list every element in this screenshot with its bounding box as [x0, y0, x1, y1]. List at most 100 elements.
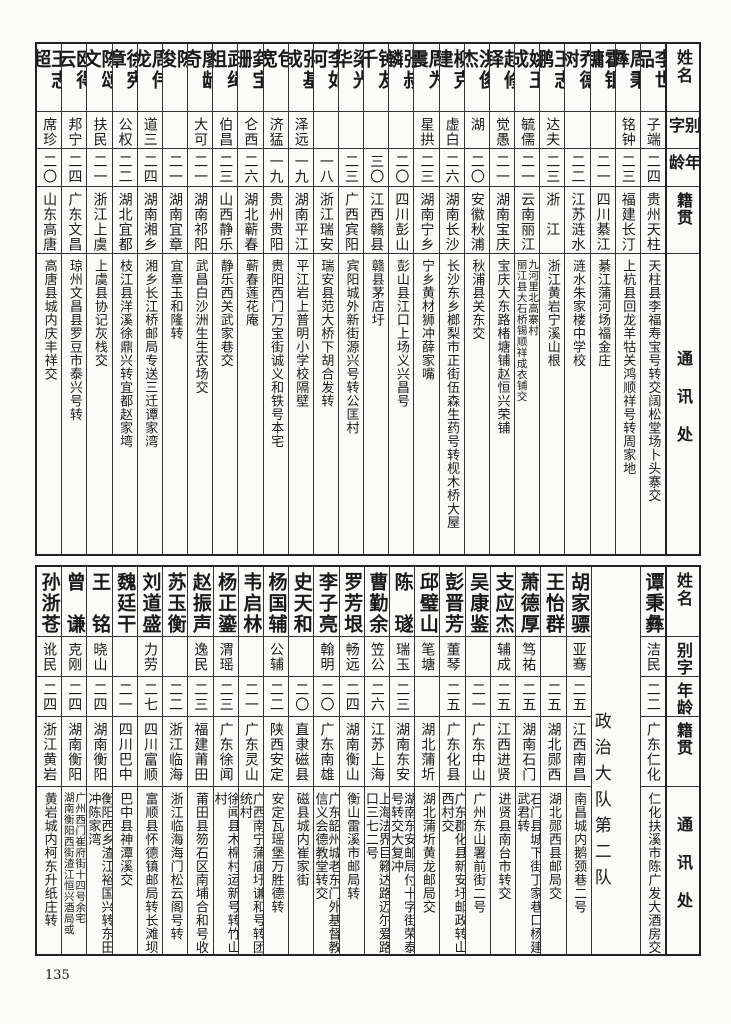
age-text: 二〇 — [393, 154, 410, 184]
cell-alias: 洁民 — [640, 637, 665, 677]
addr-text: 南昌城内鹅颈巷二号 — [571, 792, 587, 914]
name-text: 姓名 — [674, 49, 693, 85]
person-column: 龚宝珊 仑西 二六 湖北蕲春 蕲春莲花庵 — [237, 44, 263, 554]
name-text: 杨正鎏 — [215, 572, 238, 635]
addr-text: 静乐西关武家巷交 — [217, 259, 233, 367]
addr-text: 广东郡化县新安圩邮政转山西村交 — [440, 792, 465, 954]
cell-native: 籍贯 — [667, 717, 699, 787]
cell-native: 湖南祁阳 — [188, 187, 213, 254]
cell-native: 湖北郧西 — [541, 717, 566, 787]
age-text: 二六 — [242, 154, 259, 184]
cell-addr: 湖南衡阳西街渣江恒兴酒局或 广州西门崔府街十四号余宅 — [62, 787, 87, 954]
cell-age: 二三 — [213, 677, 238, 717]
native-text: 福建长汀 — [619, 192, 636, 252]
alias-text: 湖 — [468, 117, 485, 132]
cell-addr: 瑞安县范大桥下胡合发转 — [314, 254, 338, 554]
cell-alias: 星拱 — [414, 112, 439, 149]
cell-alias: 别字 — [667, 112, 699, 149]
native-text: 四川彭山 — [393, 192, 410, 252]
name-text: 周为震 — [414, 49, 439, 91]
cell-age: 三〇 — [364, 149, 389, 187]
cell-name: 周为震 — [414, 44, 439, 112]
alias-text: 别字 — [674, 642, 693, 676]
cell-name: 姓名 — [667, 567, 699, 637]
person-column: 李世品 子端 二四 贵州天柱 天柱县李福寿宝号转交阔松堂场卜头寨交 — [639, 44, 665, 554]
cell-name: 胡家骠 — [566, 567, 591, 637]
cell-addr: 枝江县洋溪徐鼎兴转宜都赵家塆 — [113, 254, 137, 554]
alias-text: 畅远 — [343, 642, 360, 672]
cell-alias: 毓儒 — [515, 112, 540, 149]
native-text: 籍贯 — [674, 192, 693, 226]
cell-age: 二一 — [87, 149, 112, 187]
addr-text: 进贤县南台市转交 — [495, 792, 511, 900]
cell-age: 二〇 — [464, 149, 489, 187]
name-text: 刘道盛 — [139, 572, 162, 635]
cell-age: 二六 — [439, 149, 464, 187]
cell-alias: 瑞玉 — [390, 637, 415, 677]
cell-age: 二三 — [390, 677, 415, 717]
bottom-roster-table: 姓名 别字 年龄 籍贯 通讯处 谭秉彝 洁民 二二 广东仁化 仁化扶溪市陈广发大酒房交 政治大队第二… — [35, 565, 701, 956]
cell-native: 福建长汀 — [615, 187, 640, 254]
cell-name: 霍锟镛 — [590, 44, 615, 112]
cell-alias: 邦宁 — [62, 112, 87, 149]
person-column: 杨正鎏 渭瑶 二三 广东徐闻 徐闻县木棉村运新号转竹山村 — [212, 567, 238, 954]
person-column: 姚玉成 毓儒 二一 云南丽江 丽江县大石桥锡顺祥成衣铺交 九河里北高寨村 — [514, 44, 540, 554]
person-column: 王志超 席珍 二〇 山东高唐 高唐县城内庆丰祥交 — [37, 44, 62, 554]
name-text: 张叔麟 — [389, 49, 414, 91]
cell-age: 二一 — [188, 149, 213, 187]
age-text: 二五 — [545, 682, 562, 712]
native-text: 籍贯 — [674, 722, 693, 756]
alias-text: 笃祐 — [520, 642, 537, 672]
cell-native: 湖南衡山 — [339, 717, 364, 787]
cell-native: 湖北蒲圻 — [415, 717, 440, 787]
name-text: 周秉彝 — [615, 49, 640, 91]
cell-addr: 湖北郧西县邮局交 — [541, 787, 565, 954]
cell-native: 广东仁化 — [640, 717, 665, 787]
age-text: 二六 — [443, 154, 460, 184]
name-text: 姚玉成 — [515, 49, 540, 91]
name-text: 陈 璲 — [391, 572, 414, 635]
cell-alias: 扶民 — [87, 112, 112, 149]
native-text: 广东文昌 — [66, 192, 83, 252]
cell-native: 江苏上海 — [364, 717, 390, 787]
cell-addr: 贵阳西门万宝街诚义和铁号本宅 — [264, 254, 288, 554]
cell-name: 刘道盛 — [137, 567, 163, 637]
person-column: 支应杰 辅成 二五 江西进贤 进贤县南台市转交 — [489, 567, 516, 954]
addr-text: 湖北郧西县邮局交 — [545, 792, 561, 900]
address-line: 丽江县大石桥锡顺祥成衣铺交 — [515, 259, 528, 402]
alias-text: 济猛 — [267, 117, 284, 147]
name-text: 洪俊杰 — [464, 49, 489, 91]
cell-name: 苏玉衡 — [163, 567, 188, 637]
cell-name: 王志鹏 — [540, 44, 565, 112]
cell-age: 二三 — [338, 149, 364, 187]
age-text: 二一 — [166, 154, 183, 184]
addr-text: 莆田县笏石区南埔合和号收 — [192, 792, 208, 954]
cell-native: 湖南宁乡 — [414, 187, 439, 254]
person-column: 史天和 二〇 直隶磁县 磁县城内崔家街 — [288, 567, 314, 954]
name-text: 姓名 — [674, 572, 693, 608]
cell-native: 籍贯 — [667, 187, 699, 254]
alias-text: 公辅 — [268, 642, 285, 672]
cell-alias: 克刚 — [62, 637, 87, 677]
cell-name: 李如河 — [313, 44, 338, 112]
cell-native: 贵州天柱 — [640, 187, 665, 254]
addr-text: 上杭县回龙羊牯关鸿顺祥号转周家地 — [620, 259, 636, 475]
cell-addr: 黄岩城内柯东升纸庄转 — [37, 787, 61, 954]
alias-text: 别字 — [667, 117, 699, 134]
name-text: 萧德厚 — [517, 572, 540, 635]
native-text: 浙 江 — [544, 192, 561, 237]
cell-age: 二五 — [440, 677, 465, 717]
age-text: 一九 — [292, 154, 309, 184]
age-text: 二一 — [493, 154, 510, 184]
native-text: 贵州天柱 — [644, 192, 661, 252]
cell-addr: 广西南宁蒲庙圩谦和号转团统村 — [239, 787, 263, 954]
cell-alias — [313, 112, 338, 149]
native-text: 湖北蒲圻 — [419, 722, 436, 782]
addr-text: 宝庆大东路楮塘铺赵恒兴荣铺 — [494, 259, 510, 435]
cell-addr: 仁化扶溪市陈广发大酒房交 — [641, 787, 665, 954]
cell-age: 二〇 — [314, 677, 339, 717]
cell-name: 曹勤余 — [364, 567, 390, 637]
age-text: 二五 — [495, 682, 512, 712]
cell-name: 魏廷干 — [112, 567, 137, 637]
cell-addr: 静乐西关武家巷交 — [213, 254, 237, 554]
